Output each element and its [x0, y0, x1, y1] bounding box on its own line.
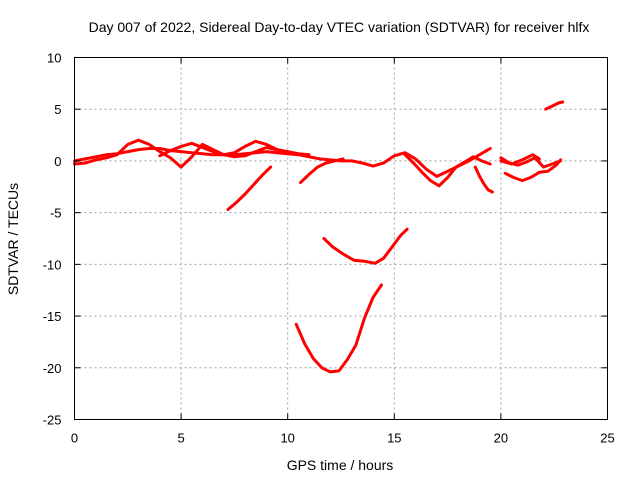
tick-layer: 0 5 10 15 20 25 10 5 0 -5 -10 -15 -20 -25 — [43, 51, 615, 446]
sat-trace-4 — [226, 165, 273, 211]
y-tick-label: -20 — [43, 361, 62, 376]
sat-trace-5 — [299, 157, 345, 185]
series-layer — [73, 100, 565, 374]
chart-title: Day 007 of 2022, Sidereal Day-to-day VTE… — [89, 19, 590, 35]
sat-trace-7 — [473, 165, 494, 194]
x-tick-label: 5 — [177, 431, 184, 446]
x-tick-label: 15 — [387, 431, 401, 446]
x-tick-label: 0 — [71, 431, 78, 446]
y-tick-label: 5 — [54, 102, 61, 117]
x-tick-label: 10 — [280, 431, 294, 446]
y-tick-label: -5 — [50, 206, 62, 221]
sat-trace-2 — [73, 138, 290, 169]
sat-trace-3 — [158, 141, 311, 159]
sat-trace-6 — [403, 153, 492, 188]
sat-trace-11 — [544, 100, 565, 111]
x-axis-label: GPS time / hours — [287, 457, 394, 473]
x-tick-label: 20 — [494, 431, 508, 446]
y-tick-label: -10 — [43, 257, 62, 272]
y-tick-label: 0 — [54, 154, 61, 169]
sat-trace-1 — [73, 147, 492, 178]
y-tick-label: 10 — [47, 51, 61, 66]
sat-trace-12 — [322, 227, 409, 265]
sat-trace-10 — [499, 153, 541, 166]
y-tick-label: -25 — [43, 413, 62, 428]
grid-layer — [74, 57, 608, 420]
sat-trace-9 — [503, 158, 563, 183]
y-axis-label: SDTVAR / TECUs — [5, 183, 21, 295]
sat-trace-13 — [294, 283, 383, 374]
x-tick-label: 25 — [600, 431, 614, 446]
plot-frame — [74, 57, 608, 420]
y-tick-label: -15 — [43, 309, 62, 324]
